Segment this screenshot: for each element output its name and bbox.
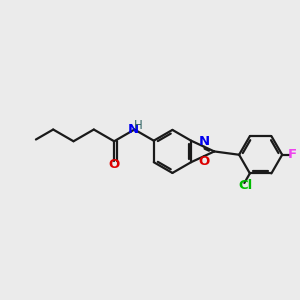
Text: H: H bbox=[134, 118, 142, 132]
Text: O: O bbox=[109, 158, 120, 171]
Text: N: N bbox=[128, 123, 139, 136]
Text: O: O bbox=[199, 155, 210, 168]
Text: Cl: Cl bbox=[238, 178, 252, 192]
Text: F: F bbox=[288, 148, 297, 161]
Text: N: N bbox=[199, 135, 210, 148]
